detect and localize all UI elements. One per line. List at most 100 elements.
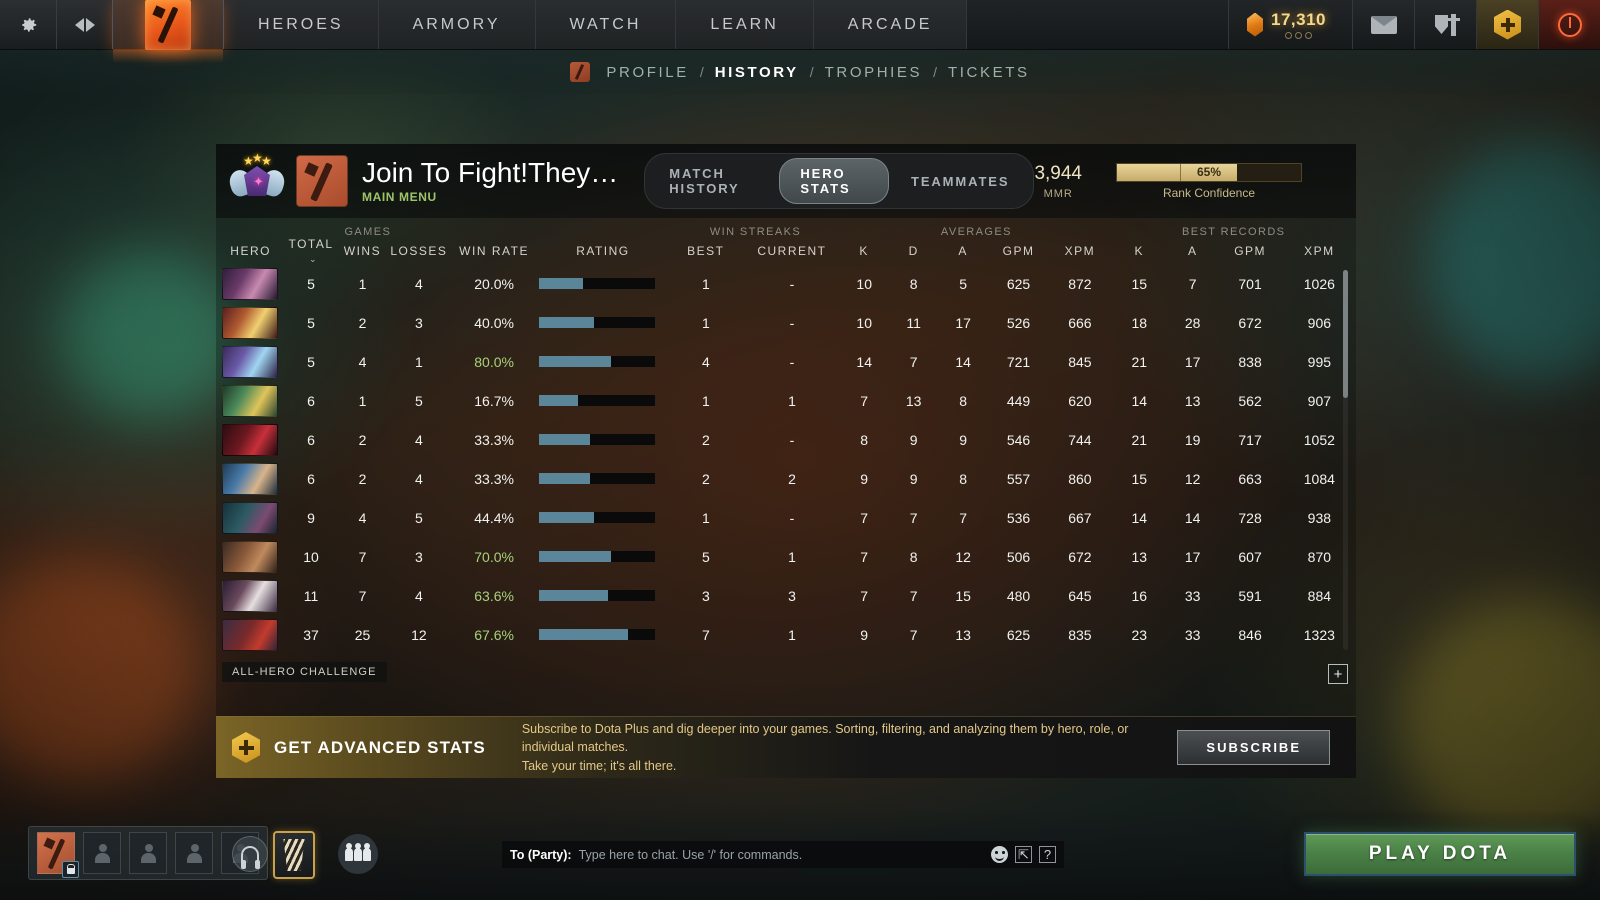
menu-item-armory[interactable]: ARMORY — [378, 0, 536, 49]
hero-portrait-2-icon[interactable] — [222, 579, 278, 612]
voice-chat-button[interactable] — [232, 836, 268, 872]
party-slot-3[interactable] — [129, 832, 167, 874]
help-icon[interactable]: ? — [1039, 846, 1056, 863]
table-header-avg-gpm[interactable]: GPM — [988, 244, 1049, 258]
rating-bar — [538, 317, 655, 328]
friends-button[interactable] — [338, 834, 378, 874]
cell-avg-k: 7 — [860, 587, 869, 604]
table-row[interactable]: 6 2 4 33.3% 2 - 8 9 9 546 744 21 19 717 1052 — [216, 420, 1356, 459]
table-header-hero[interactable]: HERO — [216, 244, 285, 258]
battle-pass-button[interactable] — [273, 831, 315, 879]
home-logo-button[interactable] — [112, 0, 224, 63]
subnav-item-trophies[interactable]: TROPHIES — [824, 63, 923, 81]
quit-button[interactable] — [1538, 0, 1600, 49]
table-row[interactable]: 9 4 5 44.4% 1 - 7 7 7 536 667 14 14 728 938 — [216, 498, 1356, 537]
table-header-rating[interactable]: RATING — [539, 244, 668, 258]
table-header-label: GPM — [1002, 244, 1035, 258]
history-nav-buttons[interactable] — [56, 0, 112, 49]
cell-rec-xpm: 995 — [1307, 353, 1332, 370]
chevron-down-icon: ⌄ — [308, 254, 319, 264]
nav-forward-icon[interactable] — [85, 17, 95, 32]
table-row[interactable]: 5 1 4 20.0% 1 - 10 8 5 625 872 15 7 701 1026 — [216, 264, 1356, 303]
table-header-avg-d[interactable]: D — [889, 244, 938, 258]
table-header-losses[interactable]: LOSSES — [388, 244, 449, 258]
subnav-item-history[interactable]: HISTORY — [714, 63, 799, 81]
table-row[interactable]: 5 2 3 40.0% 1 - 10 11 17 526 666 18 28 672 906 — [216, 303, 1356, 342]
tab-match-history[interactable]: MATCH HISTORY — [669, 166, 740, 196]
settings-button[interactable] — [0, 0, 56, 49]
table-scrollbar-thumb[interactable] — [1343, 270, 1348, 398]
hero-portrait-5-icon[interactable] — [222, 462, 278, 495]
party-slot-2[interactable] — [83, 832, 121, 874]
subscribe-button[interactable]: SUBSCRIBE — [1177, 730, 1330, 765]
lock-icon[interactable] — [62, 861, 79, 878]
table-header-label: XPM — [1304, 244, 1335, 258]
hero-portrait-7-icon[interactable] — [222, 384, 278, 417]
rating-bar-fill — [538, 434, 590, 445]
play-dota-button[interactable]: PLAY DOTA — [1304, 832, 1576, 876]
cell-rec-xpm: 1323 — [1303, 626, 1335, 643]
table-header-total[interactable]: TOTAL ⌄ — [285, 237, 336, 265]
hero-portrait-6-icon[interactable] — [222, 423, 278, 456]
mmr-value: 3,944 — [1034, 162, 1082, 184]
party-slot-4[interactable] — [175, 832, 213, 874]
table-header-best[interactable]: BEST — [667, 244, 744, 258]
table-row[interactable]: 10 7 3 70.0% 5 1 7 8 12 506 672 13 17 607 870 — [216, 537, 1356, 576]
cell-rec-gpm: 846 — [1238, 626, 1262, 643]
subnav-item-tickets[interactable]: TICKETS — [948, 63, 1030, 81]
add-challenge-button[interactable]: + — [1328, 664, 1348, 684]
table-header-rec-xpm[interactable]: XPM — [1283, 244, 1356, 258]
table-header-rec-gpm[interactable]: GPM — [1217, 244, 1282, 258]
bottom-bar: To (Party): Type here to chat. Use '/' f… — [0, 810, 1600, 900]
cell-rec-k: 14 — [1131, 509, 1148, 526]
table-header-avg-k[interactable]: K — [839, 244, 888, 258]
rating-bar — [538, 551, 655, 562]
cell-avg-d: 11 — [906, 314, 921, 331]
table-header-avg-xpm[interactable]: XPM — [1049, 244, 1110, 258]
table-header-wins[interactable]: WINS — [337, 244, 388, 258]
mail-button[interactable] — [1352, 0, 1414, 49]
cell-rec-k: 15 — [1131, 470, 1148, 487]
hero-portrait-8-icon[interactable] — [222, 345, 278, 378]
table-row[interactable]: 37 25 12 67.6% 7 1 9 7 13 625 835 23 33 846 1323 — [216, 615, 1356, 652]
table-header-winrate[interactable]: WIN RATE — [450, 244, 539, 258]
rating-bar-cell — [538, 551, 668, 562]
tab-teammates[interactable]: TEAMMATES — [910, 173, 1010, 189]
table-row[interactable]: 11 7 4 63.6% 3 3 7 7 15 480 645 16 33 591 884 — [216, 576, 1356, 615]
dota-plus-button[interactable] — [1476, 0, 1538, 49]
cell-losses: 5 — [415, 509, 423, 526]
nav-back-icon[interactable] — [74, 17, 84, 32]
menu-item-learn[interactable]: LEARN — [676, 0, 814, 49]
table-row[interactable]: 6 2 4 33.3% 2 2 9 9 8 557 860 15 12 663 1084 — [216, 459, 1356, 498]
sticker-icon[interactable]: ⇱ — [1015, 846, 1032, 863]
guilds-button[interactable] — [1414, 0, 1476, 49]
menu-item-heroes[interactable]: HEROES — [224, 0, 379, 49]
dota-avatar-icon[interactable] — [296, 155, 348, 207]
table-header-label: D — [908, 244, 919, 258]
table-header-current[interactable]: CURRENT — [744, 244, 839, 258]
hero-portrait-10-icon[interactable] — [222, 267, 278, 300]
table-header-avg-a[interactable]: A — [938, 244, 987, 258]
table-row[interactable]: 6 1 5 16.7% 1 1 7 13 8 449 620 14 13 562 907 — [216, 381, 1356, 420]
chat-input[interactable]: Type here to chat. Use '/' for commands. — [578, 847, 803, 862]
chat-bar[interactable]: To (Party): Type here to chat. Use '/' f… — [502, 841, 1064, 868]
hero-portrait-4-icon[interactable] — [222, 501, 278, 534]
hero-portrait-1-icon[interactable] — [222, 618, 278, 651]
hero-portrait-3-icon[interactable] — [222, 540, 278, 573]
cell-best: 1 — [701, 275, 710, 292]
currency-display[interactable]: 17,310 — [1228, 0, 1352, 49]
hero-portrait-9-icon[interactable] — [222, 306, 278, 339]
table-header-label: TOTAL — [288, 237, 334, 251]
party-slot-self[interactable] — [37, 832, 79, 878]
person-icon — [140, 843, 156, 863]
table-header-rec-a[interactable]: A — [1168, 244, 1217, 258]
tab-hero-stats[interactable]: HERO STATS — [779, 158, 889, 204]
menu-item-arcade[interactable]: ARCADE — [813, 0, 968, 49]
table-header-rec-k[interactable]: K — [1111, 244, 1168, 258]
menu-item-watch[interactable]: WATCH — [535, 0, 677, 49]
cell-current: 1 — [788, 392, 796, 409]
table-row[interactable]: 5 4 1 80.0% 4 - 14 7 14 721 845 21 17 838 995 — [216, 342, 1356, 381]
table-scrollbar[interactable] — [1343, 270, 1348, 650]
emoji-icon[interactable] — [991, 846, 1008, 863]
subnav-item-profile[interactable]: PROFILE — [606, 63, 689, 81]
